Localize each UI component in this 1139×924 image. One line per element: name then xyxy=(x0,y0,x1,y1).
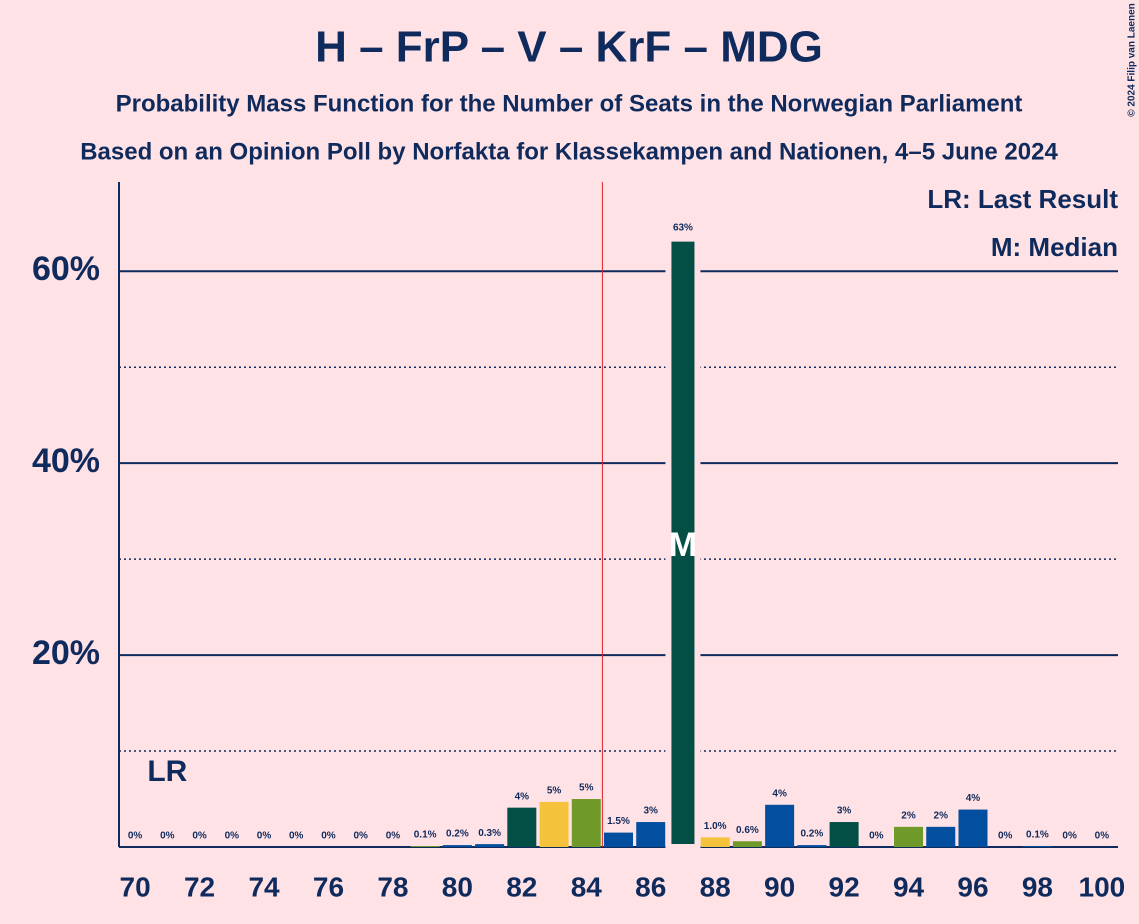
x-tick-label: 82 xyxy=(506,871,537,902)
bar xyxy=(603,832,634,847)
value-label: 0% xyxy=(1095,831,1110,842)
x-tick-label: 96 xyxy=(957,871,988,902)
x-tick-label: 90 xyxy=(764,871,795,902)
x-tick-label: 86 xyxy=(635,871,666,902)
value-label: 0% xyxy=(869,831,884,842)
value-label: 5% xyxy=(547,786,562,797)
value-label: 1.0% xyxy=(704,821,727,832)
value-label: 0% xyxy=(225,831,240,842)
value-label: 0.1% xyxy=(1026,830,1049,841)
bar xyxy=(507,807,537,847)
value-label: 0.2% xyxy=(800,829,823,840)
value-label: 0% xyxy=(257,831,272,842)
x-tick-label: 98 xyxy=(1022,871,1053,902)
last-result-label: LR xyxy=(147,755,187,788)
bar xyxy=(732,841,762,847)
y-tick-label: 20% xyxy=(32,634,100,672)
x-tick-label: 76 xyxy=(313,871,344,902)
value-label: 0% xyxy=(998,831,1013,842)
x-tick-label: 74 xyxy=(248,871,280,902)
chart-subtitle: Based on an Opinion Poll by Norfakta for… xyxy=(80,138,1058,165)
bar xyxy=(475,844,505,847)
x-tick-label: 92 xyxy=(829,871,860,902)
value-label: 0% xyxy=(353,831,368,842)
chart-title: H – FrP – V – KrF – MDG xyxy=(315,23,823,72)
bar xyxy=(926,826,956,847)
bar xyxy=(410,846,440,847)
bar xyxy=(1022,846,1052,847)
x-tick-label: 84 xyxy=(571,871,603,902)
value-label: 0% xyxy=(386,831,401,842)
x-tick-label: 94 xyxy=(893,871,925,902)
bar xyxy=(958,809,988,847)
value-label: 4% xyxy=(515,791,530,802)
bar xyxy=(636,822,666,847)
value-label: 1.5% xyxy=(607,816,630,827)
value-label: 0% xyxy=(192,831,207,842)
value-label: 0.1% xyxy=(414,830,437,841)
value-label: 4% xyxy=(966,793,981,804)
value-label: 0.3% xyxy=(478,828,501,839)
bar xyxy=(797,845,827,847)
bar xyxy=(700,837,730,847)
copyright: © 2024 Filip van Laenen xyxy=(1127,3,1138,117)
bar xyxy=(665,235,701,851)
bar xyxy=(539,801,569,847)
value-label: 4% xyxy=(772,788,787,799)
value-label: 2% xyxy=(901,810,916,821)
bar xyxy=(765,804,795,847)
x-tick-label: 88 xyxy=(700,871,731,902)
y-tick-label: 60% xyxy=(32,250,100,288)
bar xyxy=(571,799,601,847)
x-tick-label: 100 xyxy=(1079,871,1126,902)
bar xyxy=(894,826,924,847)
x-tick-label: 72 xyxy=(184,871,215,902)
x-tick-label: 80 xyxy=(442,871,473,902)
value-label: 0.2% xyxy=(446,829,469,840)
chart-subtitle: Probability Mass Function for the Number… xyxy=(116,90,1023,117)
value-label: 0% xyxy=(160,831,175,842)
value-label: 0% xyxy=(321,831,336,842)
bar xyxy=(442,845,472,847)
y-tick-label: 40% xyxy=(32,442,100,480)
value-label: 5% xyxy=(579,783,594,794)
x-tick-label: 70 xyxy=(120,871,151,902)
value-label: 0% xyxy=(1062,831,1077,842)
value-label: 3% xyxy=(837,806,852,817)
legend-entry: LR: Last Result xyxy=(927,184,1118,214)
value-label: 3% xyxy=(643,806,658,817)
bar xyxy=(829,822,859,847)
value-label: 0% xyxy=(289,831,304,842)
legend-entry: M: Median xyxy=(991,232,1118,262)
median-label: M xyxy=(669,526,697,564)
value-label: 0% xyxy=(128,831,143,842)
value-label: 0.6% xyxy=(736,825,759,836)
x-tick-label: 78 xyxy=(377,871,408,902)
value-label: 63% xyxy=(673,222,693,233)
value-label: 2% xyxy=(934,810,949,821)
